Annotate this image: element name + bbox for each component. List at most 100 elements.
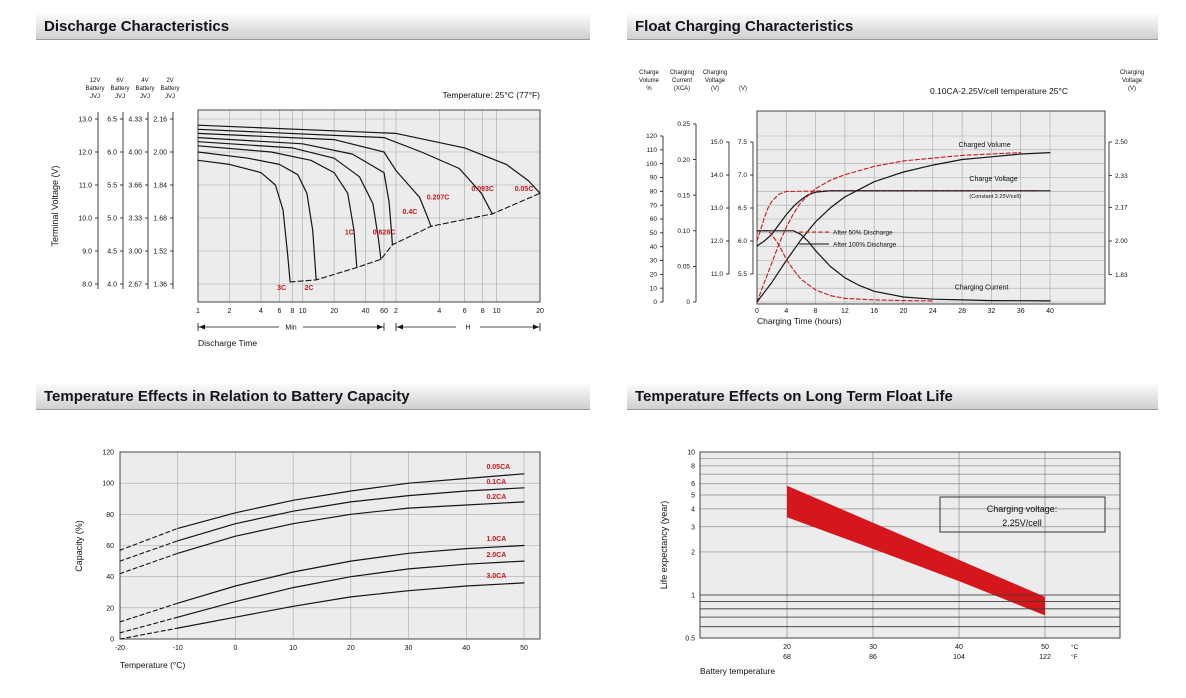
battery-axis-tick-label: 9.0	[82, 249, 92, 256]
x-tick-fahrenheit: 68	[783, 654, 791, 661]
y-axis-title: Life expectancy (year)	[659, 501, 669, 590]
x-tick: 20	[900, 308, 908, 315]
x-tick: 50	[520, 645, 528, 652]
curve-1C	[197, 145, 358, 269]
x-section-label: Min	[285, 325, 296, 332]
y-tick: 1	[691, 592, 695, 599]
battery-axis-tick-label: 5.5	[107, 183, 117, 190]
battery-axis-tick-label: 2.00	[153, 150, 167, 157]
x-tick: 8	[814, 308, 818, 315]
y-tick: 0.5	[685, 636, 695, 643]
battery-axis-tick-label: 1.84	[153, 183, 167, 190]
curve-dashed-0.05CA	[119, 527, 179, 551]
chart-label: Charged Volume	[958, 142, 1010, 149]
arrowhead-right	[377, 324, 383, 330]
celsius-unit-label: °C	[1071, 643, 1079, 651]
right-axis-tick-label: 2.33	[1115, 173, 1128, 180]
y-tick: 3	[691, 524, 695, 531]
x-tick-celsius: 40	[955, 644, 963, 651]
y-tick: 5	[691, 493, 695, 500]
axis-tick-label: 6.0	[738, 238, 747, 245]
panel-capacity: Temperature Effects in Relation to Batte…	[36, 384, 590, 695]
float-charging-chart: 0 4 8 12 16 20 24 28 32 36 40 Charge Volume% 120 110 10…	[639, 70, 1144, 326]
curve-0.05C	[197, 124, 541, 194]
x-tick-min: 40	[362, 308, 370, 315]
axis-header: (V)	[739, 86, 747, 92]
axis-tick-label: 50	[650, 230, 658, 237]
x-axis-title: Charging Time (hours)	[757, 316, 842, 326]
section-title-text: Discharge Characteristics	[44, 18, 230, 35]
y-tick: 2	[691, 549, 695, 556]
axis-tick-label: 90	[650, 175, 658, 182]
x-tick-celsius: 50	[1041, 644, 1049, 651]
battery-axis-tick-label: 6.0	[107, 150, 117, 157]
axis-tick-label: 5.5	[738, 271, 747, 278]
curve-label-0.628C: 0.628C	[373, 230, 396, 237]
axis-header: Charging	[703, 70, 727, 76]
right-axis-tick-label: 1.83	[1115, 272, 1128, 279]
x-tick-h: 2	[394, 308, 398, 315]
capacity-chart: -20 -10 0 10 20 30 40 50 0 20 40 60 80 100 120 0.05CA 0.…	[74, 450, 541, 670]
y-tick: 20	[106, 605, 114, 612]
section-title-text: Float Charging Characteristics	[635, 18, 854, 35]
battery-axis-header: Battery	[85, 86, 104, 92]
axis-header: Charging	[670, 70, 694, 76]
axis-tick-label: 0.15	[677, 192, 690, 199]
x-tick-h: 6	[463, 308, 467, 315]
x-tick: 30	[405, 645, 413, 652]
x-tick-h: 8	[481, 308, 485, 315]
section-title-text: Temperature Effects in Relation to Batte…	[44, 388, 410, 405]
x-tick-celsius: 30	[869, 644, 877, 651]
condition-note: 0.10CA-2.25V/cell temperature 25°C	[930, 86, 1068, 96]
axis-tick-label: 14.0	[710, 172, 723, 179]
x-tick-h: 10	[493, 308, 501, 315]
x-tick: 24	[929, 308, 937, 315]
right-axis-tick-label: 2.50	[1115, 139, 1128, 146]
axis-tick-label: 0	[686, 299, 690, 306]
x-tick-min: 10	[299, 308, 307, 315]
axis-tick-label: 40	[650, 244, 658, 251]
y-tick: 100	[102, 481, 114, 488]
battery-axis-tick-label: 3.33	[128, 216, 142, 223]
float-life-chart: 1086543210.5206830864010450122°C°FChargi…	[659, 450, 1121, 676]
battery-axis-tick-label: 4.0	[107, 282, 117, 289]
curve-0.207C	[197, 132, 432, 227]
curve-label-2.0CA: 2.0CA	[486, 552, 506, 559]
battery-axis-tick-label: 3.66	[128, 183, 142, 190]
curve-0.05CA	[177, 473, 525, 530]
x-axis-title: Temperature (°C)	[120, 660, 185, 670]
x-tick-min: 6	[277, 308, 281, 315]
section-title-text: Temperature Effects on Long Term Float L…	[635, 388, 953, 405]
axis-tick-label: 6.5	[738, 205, 747, 212]
legend-label: After 100% Discharge	[833, 242, 897, 249]
right-axis-tick-label: 2.17	[1115, 205, 1128, 212]
axis-tick-label: 0.25	[677, 121, 690, 128]
plot-border	[119, 451, 541, 640]
battery-axis-header: Battery	[135, 86, 154, 92]
x-tick-fahrenheit: 86	[869, 654, 877, 661]
legend-label: After 50% Discharge	[833, 230, 893, 237]
series-charged-volume-after-100	[756, 151, 1051, 303]
y-tick: 80	[106, 512, 114, 519]
y-axis-title: Terminal Voltage (V)	[50, 165, 60, 246]
section-title-float-charging: Float Charging Characteristics	[627, 14, 1158, 40]
curve-dashed-1.0CA	[119, 602, 179, 623]
curve-0.2CA	[177, 501, 525, 554]
battery-axis-tick-label: 1.68	[153, 216, 167, 223]
x-tick: 10	[289, 645, 297, 652]
curve-3C	[197, 159, 291, 283]
annotation-line-2: 2.25V/cell	[1002, 518, 1042, 528]
y-tick: 4	[691, 506, 695, 513]
arrowhead-left	[397, 324, 403, 330]
battery-axis-header: 12V	[90, 78, 101, 84]
chart-label: Charge Voltage	[969, 176, 1017, 183]
battery-axis-tick-label: 1.36	[153, 282, 167, 289]
axis-tick-label: 70	[650, 202, 658, 209]
battery-axis-tick-label: 4.33	[128, 117, 142, 124]
curve-2C	[197, 151, 317, 281]
arrowhead-left	[199, 324, 205, 330]
curve-0.1CA	[177, 487, 525, 542]
fahrenheit-unit-label: °F	[1071, 653, 1078, 661]
x-tick: 0	[755, 308, 759, 315]
